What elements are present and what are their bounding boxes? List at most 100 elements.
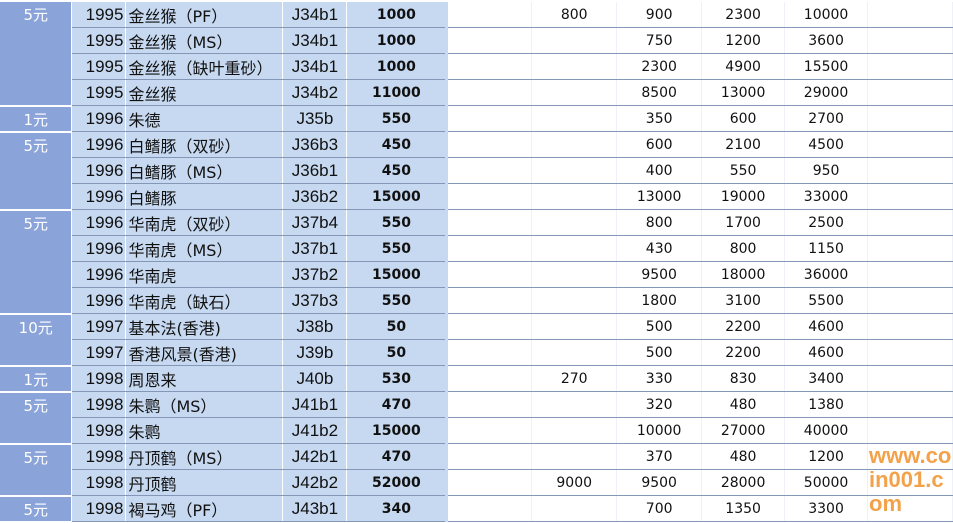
year-cell[interactable]: 1995: [71, 27, 127, 54]
price-cell[interactable]: [446, 27, 533, 54]
price-cell[interactable]: 10000: [616, 417, 703, 444]
price-cell[interactable]: 500: [616, 313, 703, 340]
year-cell[interactable]: 1996: [71, 261, 127, 288]
price-cell[interactable]: [446, 287, 533, 314]
price-cell[interactable]: [531, 417, 618, 444]
price-cell[interactable]: 2500: [784, 209, 869, 236]
price-cell[interactable]: [446, 183, 533, 210]
issue-qty-cell[interactable]: 50: [346, 339, 449, 366]
year-cell[interactable]: 1996: [71, 287, 127, 314]
code-cell[interactable]: J37b4: [282, 209, 348, 236]
denomination-cell[interactable]: 1元: [0, 365, 73, 393]
code-cell[interactable]: J34b1: [282, 2, 348, 28]
year-cell[interactable]: 1996: [71, 209, 127, 236]
price-cell[interactable]: [446, 53, 533, 80]
denomination-cell[interactable]: 1元: [0, 105, 73, 133]
price-cell[interactable]: 13000: [616, 183, 703, 210]
code-cell[interactable]: J37b2: [282, 261, 348, 288]
price-cell[interactable]: [867, 495, 953, 522]
price-cell[interactable]: 33000: [784, 183, 869, 210]
issue-qty-cell[interactable]: 470: [346, 391, 449, 418]
price-cell[interactable]: 1350: [701, 495, 786, 522]
price-cell[interactable]: 800: [616, 209, 703, 236]
year-cell[interactable]: 1996: [71, 105, 127, 132]
price-cell[interactable]: [446, 313, 533, 340]
price-cell[interactable]: 40000: [784, 417, 869, 444]
name-cell[interactable]: 基本法(香港): [125, 313, 284, 340]
price-cell[interactable]: [867, 443, 953, 470]
price-cell[interactable]: [867, 287, 953, 314]
price-cell[interactable]: 28000: [701, 469, 786, 496]
price-cell[interactable]: 700: [616, 495, 703, 522]
price-cell[interactable]: [531, 261, 618, 288]
price-cell[interactable]: 4500: [784, 131, 869, 158]
price-cell[interactable]: 29000: [784, 79, 869, 106]
issue-qty-cell[interactable]: 11000: [346, 79, 449, 106]
price-cell[interactable]: 2300: [616, 53, 703, 80]
price-cell[interactable]: [446, 2, 533, 28]
issue-qty-cell[interactable]: 450: [346, 157, 449, 184]
price-cell[interactable]: 1150: [784, 235, 869, 262]
price-cell[interactable]: 3100: [701, 287, 786, 314]
code-cell[interactable]: J40b: [282, 365, 348, 392]
year-cell[interactable]: 1998: [71, 443, 127, 470]
issue-qty-cell[interactable]: 1000: [346, 2, 449, 28]
price-cell[interactable]: 320: [616, 391, 703, 418]
price-cell[interactable]: 8500: [616, 79, 703, 106]
price-cell[interactable]: 2200: [701, 313, 786, 340]
price-cell[interactable]: 800: [531, 2, 618, 28]
price-cell[interactable]: 480: [701, 443, 786, 470]
issue-qty-cell[interactable]: 470: [346, 443, 449, 470]
price-cell[interactable]: [531, 183, 618, 210]
price-cell[interactable]: 1700: [701, 209, 786, 236]
name-cell[interactable]: 香港风景(香港): [125, 339, 284, 366]
price-cell[interactable]: [531, 313, 618, 340]
price-cell[interactable]: [446, 417, 533, 444]
name-cell[interactable]: 金丝猴（缺叶重砂）: [125, 53, 284, 80]
price-cell[interactable]: [446, 235, 533, 262]
name-cell[interactable]: 华南虎（双砂）: [125, 209, 284, 236]
code-cell[interactable]: J43b1: [282, 495, 348, 522]
denomination-cell[interactable]: 5元: [0, 2, 73, 107]
price-cell[interactable]: [446, 495, 533, 522]
issue-qty-cell[interactable]: 50: [346, 313, 449, 340]
price-cell[interactable]: 600: [701, 105, 786, 132]
price-cell[interactable]: [531, 391, 618, 418]
price-cell[interactable]: [446, 105, 533, 132]
price-cell[interactable]: [531, 131, 618, 158]
name-cell[interactable]: 丹顶鹤（MS）: [125, 443, 284, 470]
denomination-cell[interactable]: 5元: [0, 209, 73, 315]
year-cell[interactable]: 1996: [71, 131, 127, 158]
price-cell[interactable]: 350: [616, 105, 703, 132]
issue-qty-cell[interactable]: 1000: [346, 53, 449, 80]
price-cell[interactable]: [531, 235, 618, 262]
year-cell[interactable]: 1995: [71, 79, 127, 106]
code-cell[interactable]: J34b1: [282, 27, 348, 54]
price-cell[interactable]: 4600: [784, 339, 869, 366]
issue-qty-cell[interactable]: 52000: [346, 469, 449, 496]
price-cell[interactable]: 370: [616, 443, 703, 470]
price-cell[interactable]: [531, 157, 618, 184]
price-cell[interactable]: 2700: [784, 105, 869, 132]
name-cell[interactable]: 周恩来: [125, 365, 284, 392]
price-cell[interactable]: 2100: [701, 131, 786, 158]
code-cell[interactable]: J42b2: [282, 469, 348, 496]
issue-qty-cell[interactable]: 340: [346, 495, 449, 522]
price-cell[interactable]: [867, 183, 953, 210]
name-cell[interactable]: 朱鹮: [125, 417, 284, 444]
price-cell[interactable]: [446, 443, 533, 470]
issue-qty-cell[interactable]: 550: [346, 235, 449, 262]
name-cell[interactable]: 丹顶鹤: [125, 469, 284, 496]
code-cell[interactable]: J36b1: [282, 157, 348, 184]
price-cell[interactable]: [446, 339, 533, 366]
code-cell[interactable]: J41b2: [282, 417, 348, 444]
price-cell[interactable]: 9500: [616, 261, 703, 288]
price-cell[interactable]: 9000: [531, 469, 618, 496]
name-cell[interactable]: 白鳍豚（MS）: [125, 157, 284, 184]
price-cell[interactable]: 13000: [701, 79, 786, 106]
price-cell[interactable]: 1380: [784, 391, 869, 418]
issue-qty-cell[interactable]: 1000: [346, 27, 449, 54]
price-cell[interactable]: 500: [616, 339, 703, 366]
code-cell[interactable]: J42b1: [282, 443, 348, 470]
name-cell[interactable]: 白鳍豚（双砂）: [125, 131, 284, 158]
